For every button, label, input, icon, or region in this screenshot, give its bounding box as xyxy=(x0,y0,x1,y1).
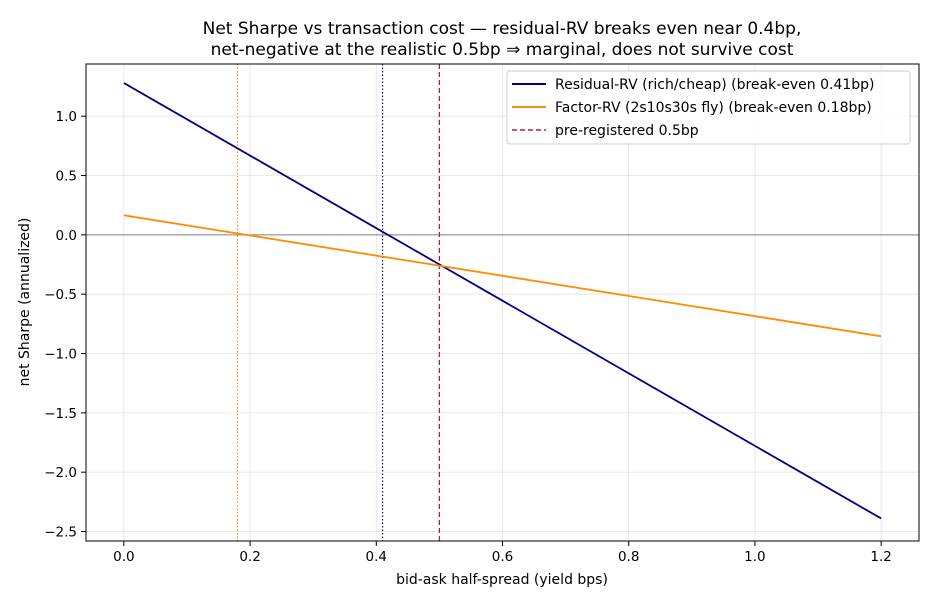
y-tick-label: 1.0 xyxy=(56,109,77,125)
x-tick-label: 0.6 xyxy=(492,549,513,565)
y-tick-label: −1.5 xyxy=(44,406,77,422)
y-tick-label: 0.0 xyxy=(56,228,77,244)
legend-label-factor-rv: Factor-RV (2s10s30s fly) (break-even 0.1… xyxy=(555,100,872,116)
y-tick-label: −2.5 xyxy=(44,525,77,541)
y-axis-ticks: 1.0 0.5 0.0 −0.5 −1.0 −1.5 −2.0 −2.5 xyxy=(44,109,86,541)
legend-label-pre-registered: pre-registered 0.5bp xyxy=(555,123,699,139)
y-axis-label: net Sharpe (annualized) xyxy=(17,218,33,387)
y-tick-label: 0.5 xyxy=(56,169,77,185)
x-tick-label: 0.8 xyxy=(618,549,639,565)
x-tick-label: 1.2 xyxy=(870,549,891,565)
y-tick-label: −0.5 xyxy=(44,287,77,303)
x-tick-label: 0.2 xyxy=(239,549,260,565)
y-tick-label: −1.0 xyxy=(44,347,77,363)
legend-box xyxy=(506,70,911,145)
x-tick-label: 0.4 xyxy=(366,549,387,565)
vertical-reference-lines xyxy=(236,64,441,541)
x-axis-ticks: 0.0 0.2 0.4 0.6 0.8 1.0 1.2 xyxy=(113,541,892,565)
x-axis-label: bid-ask half-spread (yield bps) xyxy=(396,572,608,588)
title-line-1: Net Sharpe vs transaction cost — residua… xyxy=(203,19,802,39)
title-line-2: net-negative at the realistic 0.5bp ⇒ ma… xyxy=(211,40,794,60)
y-tick-label: −2.0 xyxy=(44,465,77,481)
series-line-1 xyxy=(123,214,882,338)
x-tick-label: 0.0 xyxy=(113,549,134,565)
series-line-0 xyxy=(123,82,882,520)
chart-title: Net Sharpe vs transaction cost — residua… xyxy=(203,19,802,60)
x-tick-label: 1.0 xyxy=(744,549,765,565)
legend: Residual-RV (rich/cheap) (break-even 0.4… xyxy=(506,70,911,145)
series-lines xyxy=(123,82,882,520)
legend-label-residual-rv: Residual-RV (rich/cheap) (break-even 0.4… xyxy=(555,77,875,93)
